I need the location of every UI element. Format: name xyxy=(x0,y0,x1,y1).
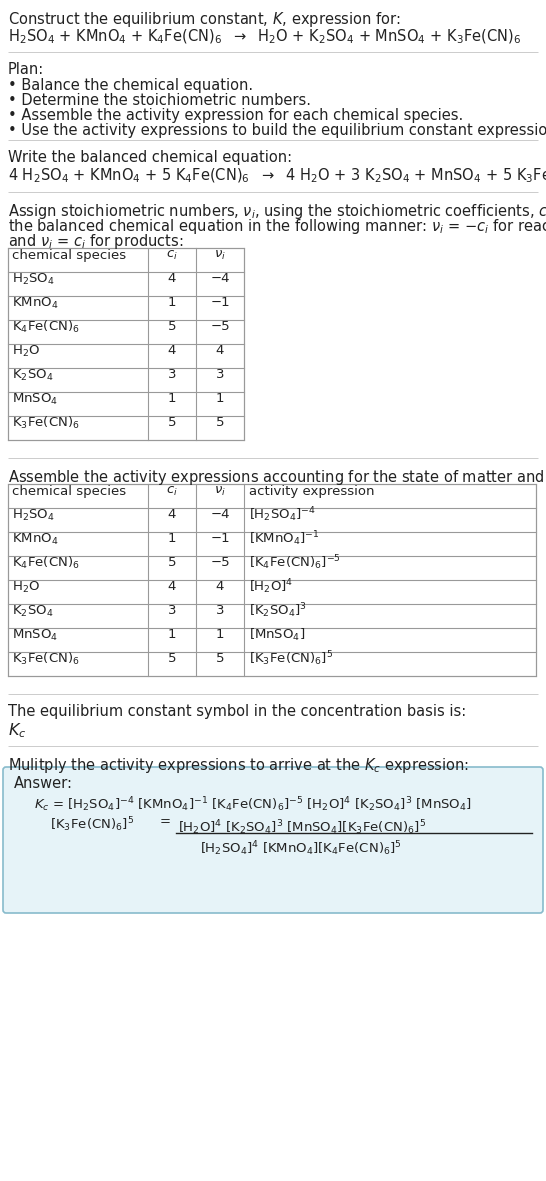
Text: 4 H$_2$SO$_4$ + KMnO$_4$ + 5 K$_4$Fe(CN)$_6$  $\rightarrow$  4 H$_2$O + 3 K$_2$S: 4 H$_2$SO$_4$ + KMnO$_4$ + 5 K$_4$Fe(CN)… xyxy=(8,167,546,185)
Text: −1: −1 xyxy=(210,533,230,546)
Bar xyxy=(8,248,244,441)
Text: 1: 1 xyxy=(216,392,224,405)
Text: $K_c$ = [H$_2$SO$_4$]$^{-4}$ [KMnO$_4$]$^{-1}$ [K$_4$Fe(CN)$_6$]$^{-5}$ [H$_2$O]: $K_c$ = [H$_2$SO$_4$]$^{-4}$ [KMnO$_4$]$… xyxy=(34,795,472,814)
Text: 4: 4 xyxy=(216,581,224,594)
Text: the balanced chemical equation in the following manner: $\nu_i$ = $-c_i$ for rea: the balanced chemical equation in the fo… xyxy=(8,217,546,236)
Text: • Use the activity expressions to build the equilibrium constant expression.: • Use the activity expressions to build … xyxy=(8,123,546,138)
Text: [K$_4$Fe(CN)$_6$]$^{-5}$: [K$_4$Fe(CN)$_6$]$^{-5}$ xyxy=(249,554,341,573)
Text: [KMnO$_4$]$^{-1}$: [KMnO$_4$]$^{-1}$ xyxy=(249,529,319,548)
Text: K$_2$SO$_4$: K$_2$SO$_4$ xyxy=(12,367,54,383)
Text: Answer:: Answer: xyxy=(14,776,73,791)
Text: $c_i$: $c_i$ xyxy=(166,484,178,497)
Text: [K$_3$Fe(CN)$_6$]$^5$: [K$_3$Fe(CN)$_6$]$^5$ xyxy=(249,650,333,668)
Text: chemical species: chemical species xyxy=(12,484,126,497)
Text: H$_2$SO$_4$: H$_2$SO$_4$ xyxy=(12,272,55,287)
Text: MnSO$_4$: MnSO$_4$ xyxy=(12,391,58,406)
Text: • Balance the chemical equation.: • Balance the chemical equation. xyxy=(8,78,253,93)
Text: H$_2$SO$_4$: H$_2$SO$_4$ xyxy=(12,508,55,522)
Text: H$_2$SO$_4$ + KMnO$_4$ + K$_4$Fe(CN)$_6$  $\rightarrow$  H$_2$O + K$_2$SO$_4$ + : H$_2$SO$_4$ + KMnO$_4$ + K$_4$Fe(CN)$_6$… xyxy=(8,28,521,46)
Text: activity expression: activity expression xyxy=(249,484,375,497)
Text: Construct the equilibrium constant, $K$, expression for:: Construct the equilibrium constant, $K$,… xyxy=(8,9,401,30)
Text: K$_3$Fe(CN)$_6$: K$_3$Fe(CN)$_6$ xyxy=(12,651,80,667)
Text: [H$_2$O]$^4$ [K$_2$SO$_4$]$^3$ [MnSO$_4$][K$_3$Fe(CN)$_6$]$^5$: [H$_2$O]$^4$ [K$_2$SO$_4$]$^3$ [MnSO$_4$… xyxy=(178,818,426,836)
Text: −5: −5 xyxy=(210,556,230,569)
Text: MnSO$_4$: MnSO$_4$ xyxy=(12,627,58,642)
Text: and $\nu_i$ = $c_i$ for products:: and $\nu_i$ = $c_i$ for products: xyxy=(8,231,183,252)
Text: 4: 4 xyxy=(168,345,176,358)
Text: [MnSO$_4$]: [MnSO$_4$] xyxy=(249,627,305,642)
Text: [K$_2$SO$_4$]$^3$: [K$_2$SO$_4$]$^3$ xyxy=(249,601,307,620)
Text: Plan:: Plan: xyxy=(8,61,44,77)
Text: 3: 3 xyxy=(216,605,224,618)
Text: KMnO$_4$: KMnO$_4$ xyxy=(12,295,58,311)
Text: 1: 1 xyxy=(168,533,176,546)
Text: H$_2$O: H$_2$O xyxy=(12,344,40,359)
Text: [H$_2$O]$^4$: [H$_2$O]$^4$ xyxy=(249,578,293,596)
Text: [K$_3$Fe(CN)$_6$]$^5$: [K$_3$Fe(CN)$_6$]$^5$ xyxy=(50,815,134,834)
Text: 1: 1 xyxy=(168,392,176,405)
Text: 1: 1 xyxy=(168,296,176,309)
Text: 4: 4 xyxy=(168,581,176,594)
Text: Write the balanced chemical equation:: Write the balanced chemical equation: xyxy=(8,150,292,165)
Text: 3: 3 xyxy=(168,605,176,618)
Text: Assign stoichiometric numbers, $\nu_i$, using the stoichiometric coefficients, $: Assign stoichiometric numbers, $\nu_i$, … xyxy=(8,202,546,221)
Text: K$_4$Fe(CN)$_6$: K$_4$Fe(CN)$_6$ xyxy=(12,555,80,572)
Text: −1: −1 xyxy=(210,296,230,309)
Bar xyxy=(8,484,536,676)
Text: 3: 3 xyxy=(168,368,176,381)
Text: −4: −4 xyxy=(210,273,230,286)
Text: =: = xyxy=(160,815,171,828)
Text: −5: −5 xyxy=(210,320,230,333)
Text: Assemble the activity expressions accounting for the state of matter and $\nu_i$: Assemble the activity expressions accoun… xyxy=(8,468,546,487)
Text: 5: 5 xyxy=(168,556,176,569)
Text: KMnO$_4$: KMnO$_4$ xyxy=(12,531,58,547)
Text: [H$_2$SO$_4$]$^{-4}$: [H$_2$SO$_4$]$^{-4}$ xyxy=(249,505,316,524)
Text: 5: 5 xyxy=(168,320,176,333)
Text: $K_c$: $K_c$ xyxy=(8,720,26,739)
FancyBboxPatch shape xyxy=(3,766,543,913)
Text: 5: 5 xyxy=(168,417,176,430)
Text: 3: 3 xyxy=(216,368,224,381)
Text: −4: −4 xyxy=(210,509,230,522)
Text: • Determine the stoichiometric numbers.: • Determine the stoichiometric numbers. xyxy=(8,93,311,107)
Text: 5: 5 xyxy=(216,417,224,430)
Text: chemical species: chemical species xyxy=(12,248,126,261)
Text: The equilibrium constant symbol in the concentration basis is:: The equilibrium constant symbol in the c… xyxy=(8,704,466,719)
Text: 5: 5 xyxy=(216,652,224,666)
Text: 1: 1 xyxy=(168,628,176,641)
Text: 5: 5 xyxy=(168,652,176,666)
Text: [H$_2$SO$_4$]$^4$ [KMnO$_4$][K$_4$Fe(CN)$_6$]$^5$: [H$_2$SO$_4$]$^4$ [KMnO$_4$][K$_4$Fe(CN)… xyxy=(200,839,402,857)
Text: $c_i$: $c_i$ xyxy=(166,248,178,261)
Text: K$_2$SO$_4$: K$_2$SO$_4$ xyxy=(12,603,54,619)
Text: 4: 4 xyxy=(216,345,224,358)
Text: • Assemble the activity expression for each chemical species.: • Assemble the activity expression for e… xyxy=(8,107,463,123)
Text: 4: 4 xyxy=(168,509,176,522)
Text: K$_4$Fe(CN)$_6$: K$_4$Fe(CN)$_6$ xyxy=(12,319,80,335)
Text: $\nu_i$: $\nu_i$ xyxy=(214,248,226,261)
Text: H$_2$O: H$_2$O xyxy=(12,580,40,594)
Text: 4: 4 xyxy=(168,273,176,286)
Text: Mulitply the activity expressions to arrive at the $K_c$ expression:: Mulitply the activity expressions to arr… xyxy=(8,756,469,775)
Text: K$_3$Fe(CN)$_6$: K$_3$Fe(CN)$_6$ xyxy=(12,415,80,431)
Text: $\nu_i$: $\nu_i$ xyxy=(214,484,226,497)
Text: 1: 1 xyxy=(216,628,224,641)
